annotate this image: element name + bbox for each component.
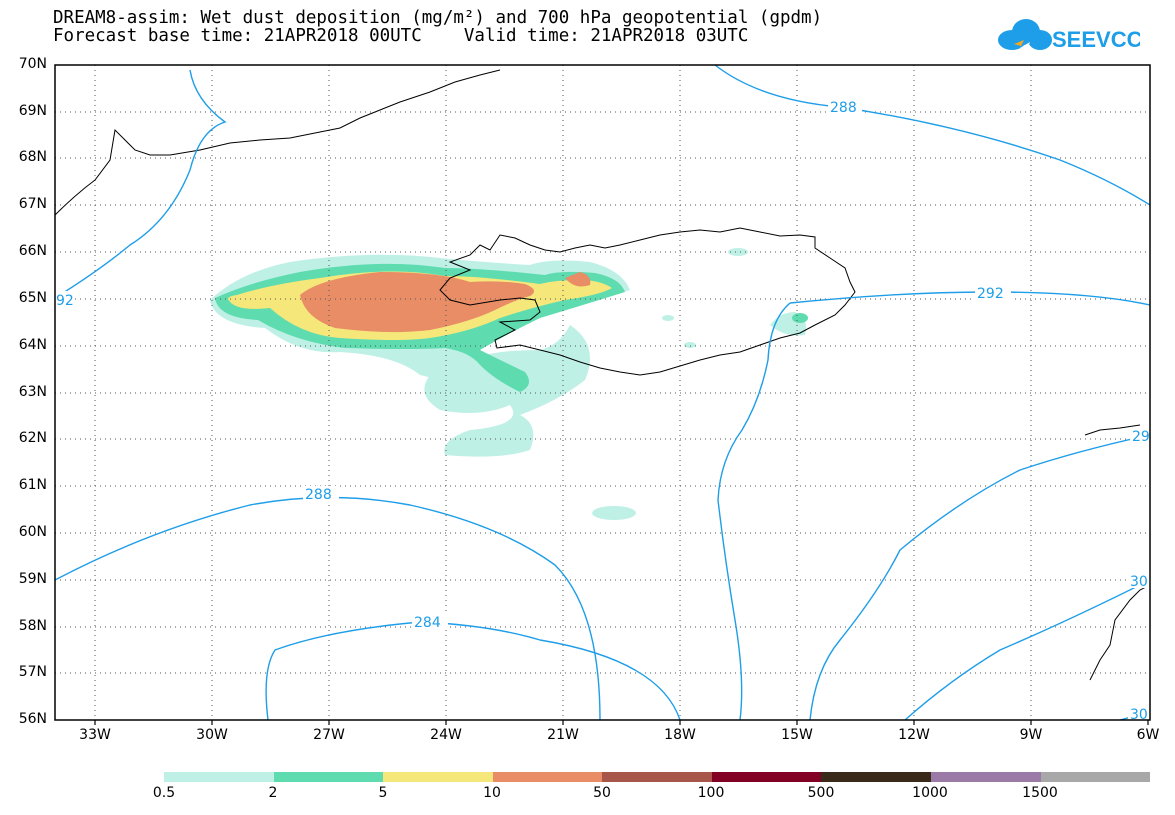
lat-label: 59N <box>18 571 47 587</box>
lon-label: 18W <box>664 727 696 743</box>
color-legend <box>164 772 1151 782</box>
lat-label: 69N <box>18 103 47 119</box>
legend-swatch <box>273 772 384 782</box>
legend-label: 100 <box>697 785 725 801</box>
lon-label: 9W <box>1019 727 1043 743</box>
lat-label: 64N <box>18 337 47 353</box>
lon-label: 12W <box>898 727 930 743</box>
legend-swatch <box>821 772 931 782</box>
legend-swatch <box>383 772 493 782</box>
legend-swatch <box>492 772 603 782</box>
legend-label: 2 <box>268 785 278 801</box>
legend-swatch <box>711 772 822 782</box>
lon-label: 15W <box>781 727 813 743</box>
lon-label: 30W <box>196 727 228 743</box>
lat-label: 67N <box>18 196 47 212</box>
legend-swatch <box>930 772 1041 782</box>
seevccc-logo: SEEVCCC <box>998 19 1140 52</box>
legend-label: 1000 <box>912 785 948 801</box>
map-frame <box>54 64 1151 721</box>
lat-label: 70N <box>18 56 47 72</box>
lat-label: 58N <box>18 618 47 634</box>
lat-label: 68N <box>18 149 47 165</box>
legend-label: 5 <box>378 785 388 801</box>
lon-label: 6W <box>1136 727 1160 743</box>
grid-lines <box>55 65 1150 720</box>
legend-swatch <box>602 772 712 782</box>
lon-label: 24W <box>430 727 462 743</box>
cloud-icon <box>998 19 1052 50</box>
legend-label: 0.5 <box>152 785 176 801</box>
legend-label: 10 <box>483 785 501 801</box>
lat-label: 61N <box>18 477 47 493</box>
lat-label: 63N <box>18 384 47 400</box>
coastlines <box>54 69 1151 681</box>
legend-swatch <box>164 772 274 782</box>
contour-label-288-top: 288 <box>830 100 857 116</box>
logo-text: SEEVCCC <box>1052 27 1140 52</box>
title-line-1: DREAM8-assim: Wet dust deposition (mg/m²… <box>53 8 823 28</box>
legend-swatch <box>1040 772 1151 782</box>
contour-label-92: 92 <box>56 293 74 309</box>
lat-label: 56N <box>18 711 47 727</box>
legend-label: 50 <box>593 785 611 801</box>
dust-shading <box>210 248 808 520</box>
contour-label-284: 284 <box>414 615 441 631</box>
lon-label: 21W <box>547 727 579 743</box>
title-line-2: Forecast base time: 21APR2018 00UTC Vali… <box>53 26 749 46</box>
contour-label-30: 30 <box>1130 574 1148 590</box>
lat-label: 62N <box>18 430 47 446</box>
lat-label: 66N <box>18 243 47 259</box>
lon-label: 33W <box>79 727 111 743</box>
contour-label-29: 29 <box>1132 429 1150 445</box>
contour-label-288-bottom: 288 <box>305 487 332 503</box>
contour-label-30-bottom: 30 <box>1130 707 1148 723</box>
lon-label: 27W <box>313 727 345 743</box>
contour-label-292: 292 <box>977 286 1004 302</box>
lat-label: 57N <box>18 664 47 680</box>
legend-label: 1500 <box>1022 785 1058 801</box>
legend-label: 500 <box>807 785 835 801</box>
lat-label: 60N <box>18 524 47 540</box>
lat-label: 65N <box>18 290 47 306</box>
